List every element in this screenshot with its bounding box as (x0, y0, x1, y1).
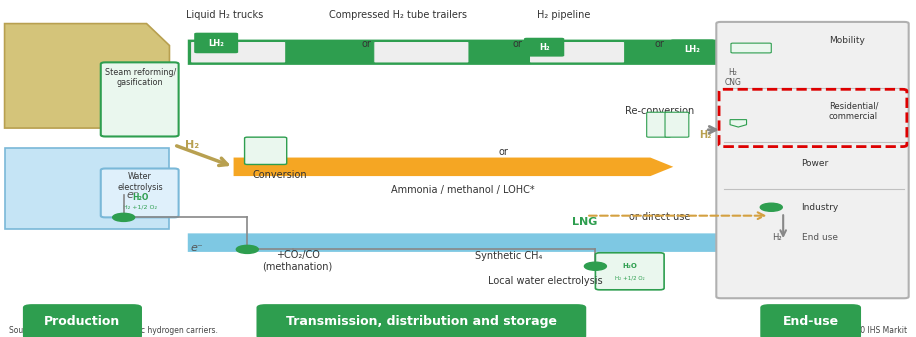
Text: Ammonia / methanol / LOHC*: Ammonia / methanol / LOHC* (391, 185, 534, 195)
Text: Local water electrolysis: Local water electrolysis (487, 276, 603, 286)
FancyBboxPatch shape (101, 62, 179, 136)
Text: H₂ +1/2 O₂: H₂ +1/2 O₂ (616, 276, 645, 280)
FancyBboxPatch shape (731, 43, 771, 53)
Text: H₂: H₂ (539, 43, 550, 52)
Text: Residential/
commercial: Residential/ commercial (829, 101, 878, 121)
Text: © 2020 IHS Markit: © 2020 IHS Markit (835, 326, 907, 335)
Text: Steam reforming/
gasification: Steam reforming/ gasification (104, 68, 176, 87)
FancyBboxPatch shape (374, 41, 469, 63)
Text: Industry: Industry (802, 203, 839, 212)
Circle shape (584, 262, 606, 270)
FancyBboxPatch shape (760, 304, 861, 337)
Text: e⁻: e⁻ (191, 243, 203, 253)
Polygon shape (730, 120, 747, 127)
FancyBboxPatch shape (671, 39, 714, 60)
Text: +CO₂/CO
(methanation): +CO₂/CO (methanation) (263, 250, 333, 272)
Circle shape (236, 245, 258, 253)
Text: H₂
CNG: H₂ CNG (725, 68, 741, 87)
Text: H₂O: H₂O (132, 193, 148, 202)
Text: or: or (362, 39, 371, 49)
Text: Power: Power (802, 159, 829, 168)
FancyBboxPatch shape (256, 304, 586, 337)
Text: H₂ +1/2 O₂: H₂ +1/2 O₂ (123, 205, 158, 210)
FancyBboxPatch shape (191, 41, 286, 63)
Text: End-use: End-use (782, 315, 839, 328)
Text: H₂: H₂ (699, 130, 712, 140)
Text: End use: End use (802, 233, 837, 242)
FancyBboxPatch shape (595, 253, 664, 290)
FancyBboxPatch shape (194, 33, 238, 53)
FancyBboxPatch shape (716, 22, 909, 298)
Text: or: or (499, 147, 508, 157)
Text: Conversion: Conversion (252, 170, 307, 180)
Text: Mobility: Mobility (829, 36, 865, 45)
Text: H₂ pipeline: H₂ pipeline (537, 10, 590, 20)
Text: H₂: H₂ (771, 233, 781, 242)
Text: or direct use: or direct use (628, 212, 691, 222)
Text: Liquid H₂ trucks: Liquid H₂ trucks (186, 10, 263, 20)
Text: LNG: LNG (572, 217, 597, 227)
Polygon shape (5, 148, 169, 229)
FancyArrow shape (188, 233, 769, 252)
Text: Synthetic CH₄: Synthetic CH₄ (474, 251, 542, 261)
Polygon shape (5, 24, 169, 128)
FancyBboxPatch shape (245, 137, 287, 164)
FancyBboxPatch shape (23, 304, 142, 337)
FancyArrow shape (234, 158, 673, 176)
FancyBboxPatch shape (101, 168, 179, 217)
Text: Compressed H₂ tube trailers: Compressed H₂ tube trailers (330, 10, 467, 20)
FancyArrow shape (188, 40, 765, 65)
Text: H₂O: H₂O (623, 263, 638, 269)
Text: Production: Production (44, 315, 121, 328)
Circle shape (113, 213, 135, 221)
Text: LH₂: LH₂ (208, 39, 224, 48)
Text: Transmission, distribution and storage: Transmission, distribution and storage (286, 315, 557, 328)
FancyBboxPatch shape (524, 38, 564, 57)
Text: e⁻: e⁻ (126, 190, 139, 201)
Text: H₂: H₂ (185, 140, 200, 150)
Text: Source: IHS Markit. * Liquid organic hydrogen carriers.: Source: IHS Markit. * Liquid organic hyd… (9, 326, 218, 335)
FancyBboxPatch shape (529, 41, 625, 63)
FancyBboxPatch shape (647, 112, 671, 137)
FancyBboxPatch shape (665, 112, 689, 137)
Text: Re-conversion: Re-conversion (625, 106, 694, 116)
Text: LH₂: LH₂ (684, 45, 701, 54)
Text: Water
electrolysis: Water electrolysis (117, 172, 163, 192)
Circle shape (760, 203, 782, 211)
Text: or: or (513, 39, 522, 49)
Text: or: or (655, 39, 664, 49)
